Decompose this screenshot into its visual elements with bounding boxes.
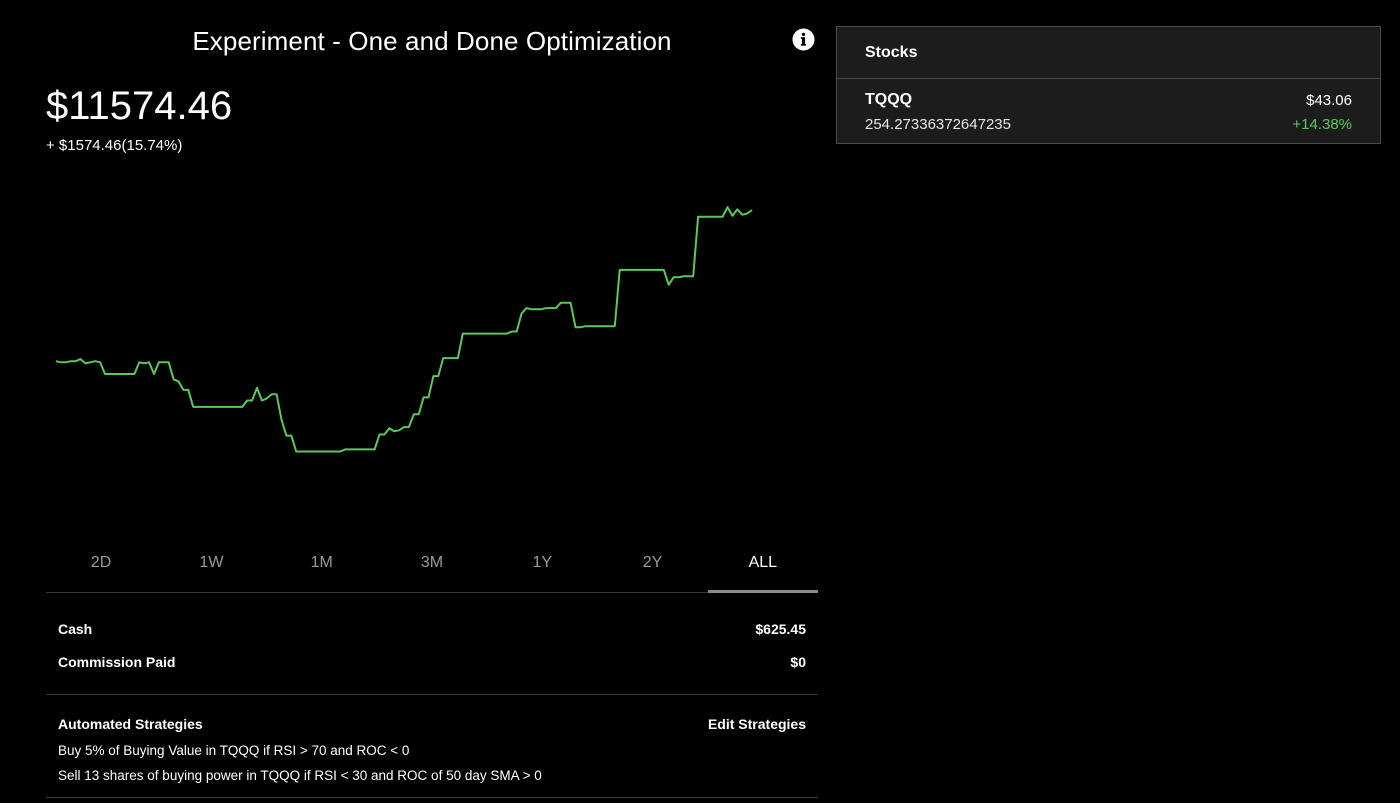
- edit-strategies-button[interactable]: Edit Strategies: [707, 716, 806, 732]
- info-icon[interactable]: [792, 28, 815, 51]
- commission-row: Commission Paid $0: [46, 645, 818, 678]
- tab-1m[interactable]: 1M: [310, 554, 333, 571]
- stocks-heading: Stocks: [837, 27, 1380, 79]
- portfolio-chart: [55, 206, 753, 453]
- stock-row-tqqq[interactable]: TQQQ 254.27336372647235 $43.06 +14.38%: [837, 79, 1380, 143]
- tab-1y[interactable]: 1Y: [532, 554, 553, 571]
- portfolio-change: + $1574.46(15.74%): [46, 137, 183, 154]
- automated-strategies: Automated Strategies Edit Strategies Buy…: [46, 710, 818, 788]
- strategies-heading: Automated Strategies: [58, 716, 203, 732]
- commission-value: $0: [790, 653, 806, 670]
- divider: [46, 694, 818, 695]
- range-tabs: 2D 1W 1M 3M 1Y 2Y ALL: [46, 545, 819, 593]
- tab-2y[interactable]: 2Y: [642, 554, 663, 571]
- stock-change: +14.38%: [1292, 116, 1352, 133]
- stock-symbol: TQQQ: [865, 91, 913, 108]
- cash-label: Cash: [58, 620, 93, 637]
- tab-2d[interactable]: 2D: [90, 554, 112, 571]
- cash-value: $625.45: [755, 620, 806, 637]
- strategy-item: Buy 5% of Buying Value in TQQQ if RSI > …: [58, 743, 410, 758]
- tab-1w[interactable]: 1W: [199, 554, 224, 571]
- stock-price: $43.06: [1306, 92, 1352, 109]
- strategies-header: Automated Strategies Edit Strategies: [46, 710, 818, 738]
- tab-3m[interactable]: 3M: [420, 554, 444, 571]
- account-summary: Cash $625.45 Commission Paid $0: [46, 612, 818, 678]
- commission-label: Commission Paid: [58, 653, 176, 670]
- divider: [46, 797, 818, 798]
- cash-row: Cash $625.45: [46, 612, 818, 645]
- tab-all[interactable]: ALL: [707, 545, 819, 593]
- stock-shares: 254.27336372647235: [865, 116, 1011, 133]
- strategy-item: Sell 13 shares of buying power in TQQQ i…: [58, 768, 542, 783]
- page-title: Experiment - One and Done Optimization: [192, 26, 672, 56]
- stocks-panel: Stocks TQQQ 254.27336372647235 $43.06 +1…: [836, 26, 1381, 144]
- chart-series-line: [55, 206, 753, 453]
- portfolio-value: $11574.46: [46, 84, 233, 128]
